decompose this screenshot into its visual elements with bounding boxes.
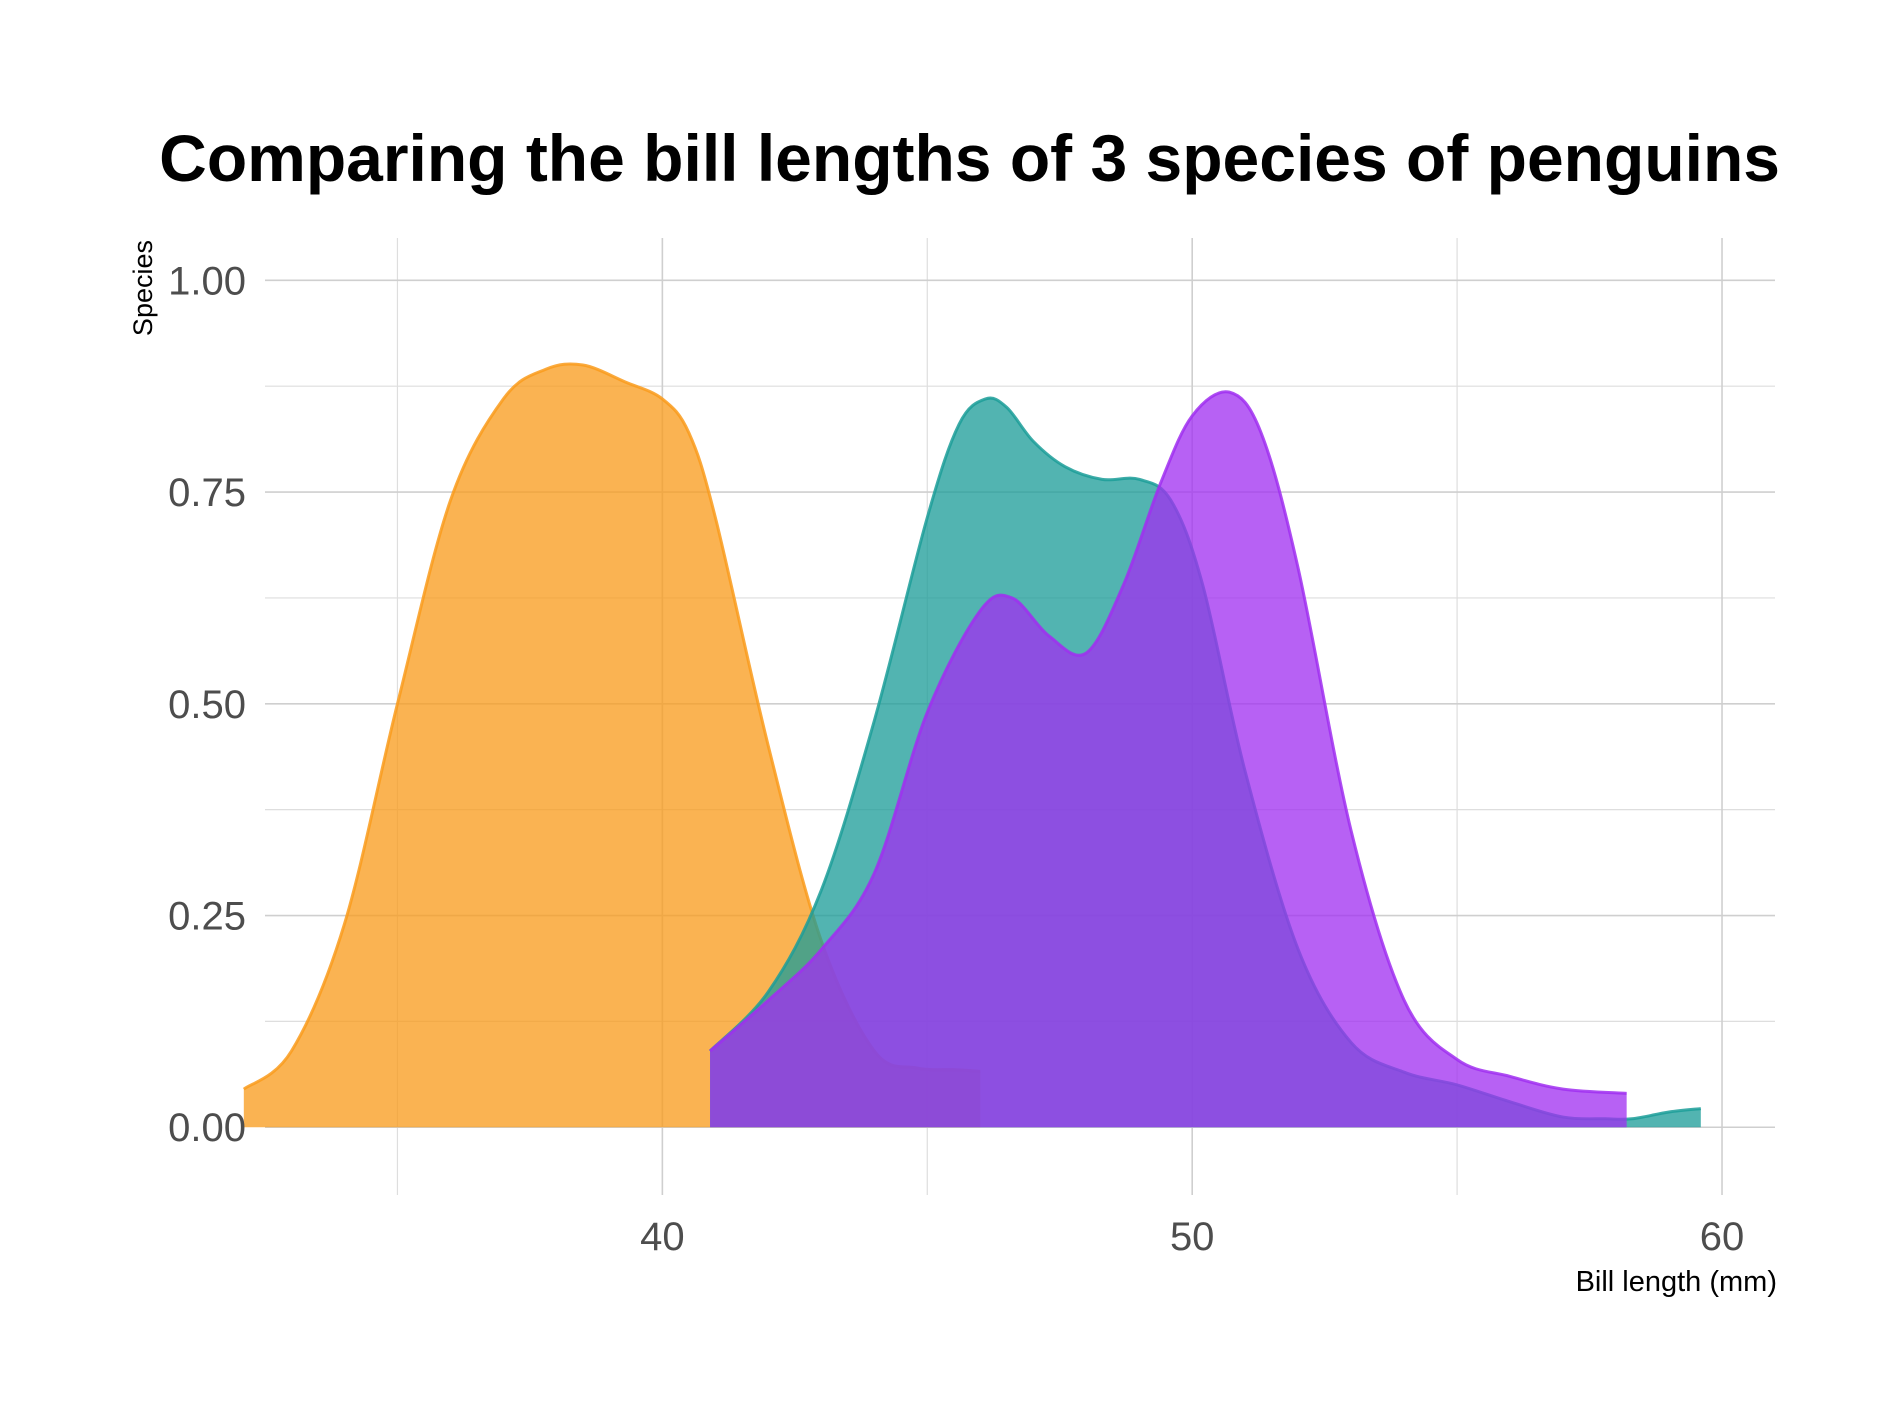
y-tick-label: 0.25 [168, 895, 246, 939]
y-tick-label: 0.50 [168, 683, 246, 727]
y-tick-label: 0.75 [168, 471, 246, 515]
density-area-purple-outline [709, 390, 1627, 1095]
chart-title: Comparing the bill lengths of 3 species … [159, 121, 1780, 195]
x-tick-label: 40 [640, 1215, 685, 1259]
x-tick-label: 50 [1170, 1215, 1215, 1259]
x-axis-title: Bill length (mm) [1576, 1266, 1777, 1298]
y-tick-label: 0.00 [168, 1106, 246, 1150]
density-areas [242, 362, 1701, 1128]
density-area-purple [710, 391, 1627, 1128]
y-tick-label: 1.00 [168, 259, 246, 303]
y-axis-title: Species [128, 240, 158, 336]
y-tick-labels: 0.00 0.25 0.50 0.75 1.00 [168, 259, 246, 1150]
x-tick-label: 60 [1700, 1215, 1745, 1259]
density-area-orange [243, 363, 981, 1128]
x-tick-labels: 40 50 60 [640, 1215, 1744, 1259]
